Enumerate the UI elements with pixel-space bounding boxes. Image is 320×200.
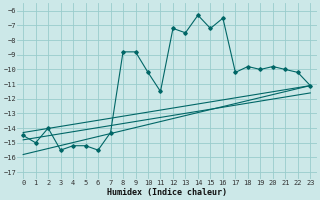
X-axis label: Humidex (Indice chaleur): Humidex (Indice chaleur): [107, 188, 227, 197]
